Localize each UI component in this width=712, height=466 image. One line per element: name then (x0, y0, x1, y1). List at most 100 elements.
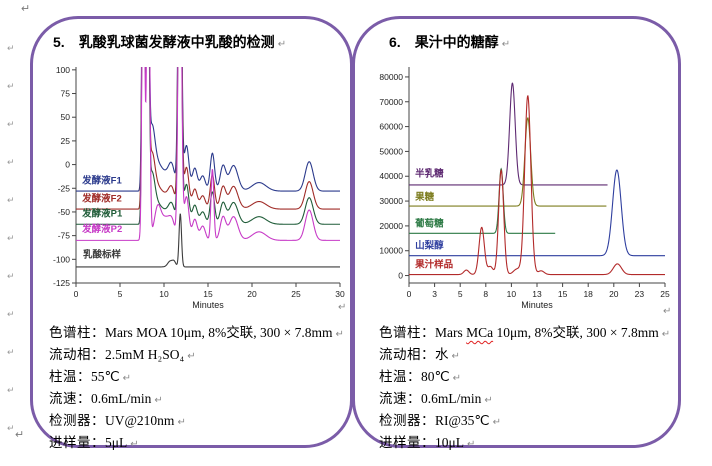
svg-text:25: 25 (660, 289, 670, 299)
svg-text:5: 5 (458, 289, 463, 299)
detail-value-prefix: Mars (435, 325, 467, 340)
return-mark: ↵ (492, 417, 501, 428)
svg-text:75: 75 (61, 89, 71, 99)
margin-mark: ↵ (7, 81, 15, 91)
svg-text:0: 0 (407, 289, 412, 299)
return-mark: ↵ (187, 351, 196, 362)
svg-text:60000: 60000 (379, 122, 403, 132)
margin-mark: ↵ (7, 347, 15, 357)
margin-mark: ↵ (7, 233, 15, 243)
svg-text:8: 8 (483, 289, 488, 299)
return-mark: ↵ (177, 417, 186, 428)
svg-text:40000: 40000 (379, 171, 403, 181)
detail-row: 流动相：水 ↵ (379, 344, 670, 366)
trace-label: 发酵液P2 (81, 223, 122, 235)
return-mark: ↵ (663, 306, 672, 317)
detail-label: 柱温： (49, 369, 91, 384)
detail-label: 流速： (379, 391, 421, 406)
svg-text:15: 15 (558, 289, 568, 299)
svg-text:80000: 80000 (379, 72, 403, 82)
detail-value: 0.6mL/min (91, 391, 152, 406)
return-mark: ↵ (451, 351, 460, 362)
margin-mark: ↵ (7, 385, 15, 395)
trace-label: 发酵液P1 (81, 208, 123, 220)
svg-text:13: 13 (532, 289, 542, 299)
detail-label: 色谱柱： (49, 325, 105, 340)
svg-text:18: 18 (583, 289, 593, 299)
svg-text:3: 3 (432, 289, 437, 299)
detail-label: 流动相： (49, 347, 105, 362)
trace-label: 果汁样品 (414, 259, 453, 271)
trace-葡萄糖 (409, 167, 556, 234)
section-number: 5. (53, 34, 65, 50)
margin-mark: ↵ (7, 119, 15, 129)
svg-text:15: 15 (203, 289, 213, 299)
detail-row: 柱温：55℃ ↵ (49, 366, 344, 388)
margin-mark: ↵ (7, 309, 15, 319)
detail-row: 色谱柱：Mars MOA 10μm, 8%交联, 300 × 7.8mm ↵ (49, 322, 344, 344)
detail-value: 0.6mL/min (421, 391, 482, 406)
svg-text:20: 20 (247, 289, 257, 299)
section-title-text: 果汁中的糖醇 (414, 34, 499, 50)
svg-text:20: 20 (609, 289, 619, 299)
detail-value: 水 (435, 347, 449, 362)
svg-text:-75: -75 (58, 231, 71, 241)
detail-row: 检测器：RI@35℃ ↵ (379, 410, 670, 432)
detail-label: 进样量： (49, 435, 105, 450)
svg-text:-125: -125 (53, 278, 70, 288)
detail-value: UV@210nm (105, 413, 175, 428)
trace-半乳糖 (409, 82, 608, 186)
detail-value: RI@35℃ (435, 413, 490, 428)
svg-text:5: 5 (118, 289, 123, 299)
svg-text:Minutes: Minutes (192, 300, 224, 310)
svg-text:30000: 30000 (379, 196, 403, 206)
svg-text:Minutes: Minutes (521, 300, 553, 310)
trace-果汁样品 (409, 95, 665, 276)
return-mark: ↵ (335, 329, 344, 340)
trace-发酵液P1 (76, 67, 340, 225)
detail-row: 检测器：UV@210nm ↵ (49, 410, 344, 432)
detail-row: 进样量：10μL ↵ (379, 432, 670, 454)
detail-row: 进样量：5μL ↵ (49, 432, 344, 454)
svg-text:100: 100 (56, 65, 70, 75)
detail-value: Mars MOA 10μm, 8%交联, 300 × 7.8mm (105, 325, 333, 340)
paragraph-return-mark: ↵ (15, 429, 25, 441)
detail-value: Mars MCa 10μm, 8%交联, 300 × 7.8mm (435, 325, 659, 340)
margin-mark: ↵ (7, 423, 15, 433)
panel-sugar-alcohols: 6. 果汁中的糖醇 ↵ 80000 70000 60000 50000 40000 30000… (352, 16, 681, 450)
trace-label: 乳酸标样 (83, 248, 122, 260)
detail-label: 进样量： (379, 435, 435, 450)
paragraph-return-mark: ↵ (21, 3, 31, 15)
svg-text:0: 0 (65, 160, 70, 170)
chromatogram-left: 100 75 50 25 0 -25 -50 -75 -100 -125 0 5 10 15 20 25 30 M… (53, 65, 345, 310)
svg-text:0: 0 (398, 271, 403, 281)
svg-text:10000: 10000 (379, 246, 403, 256)
detail-row: 色谱柱：Mars MCa 10μm, 8%交联, 300 × 7.8mm ↵ (379, 322, 670, 344)
detail-row: 流动相：2.5mM H₂SO₄ ↵ (49, 344, 344, 366)
section-title: 5. 乳酸乳球菌发酵液中乳酸的检测 ↵ (53, 32, 286, 52)
detail-value: 55℃ (91, 369, 120, 384)
return-mark: ↵ (661, 329, 671, 340)
return-mark: ↵ (452, 373, 462, 384)
margin-mark: ↵ (7, 157, 15, 167)
detail-value: 10μL (435, 435, 464, 450)
svg-text:30: 30 (335, 289, 345, 299)
trace-乳酸标样 (76, 213, 340, 268)
detail-label: 流速： (49, 391, 91, 406)
section-title-text: 乳酸乳球菌发酵液中乳酸的检测 (78, 34, 275, 50)
svg-text:50000: 50000 (379, 146, 403, 156)
trace-发酵液F2 (76, 67, 340, 210)
svg-text:-50: -50 (58, 207, 71, 217)
trace-label: 山梨醇 (415, 240, 444, 252)
svg-text:70000: 70000 (379, 97, 403, 107)
return-mark: ↵ (277, 39, 287, 50)
detail-value: 5μL (105, 435, 128, 450)
section-title: 6. 果汁中的糖醇 ↵ (389, 32, 510, 52)
detail-label: 色谱柱： (379, 325, 435, 340)
svg-text:23: 23 (635, 289, 645, 299)
svg-text:50: 50 (61, 112, 71, 122)
return-mark: ↵ (130, 439, 139, 450)
detail-value-suffix: 10μm, 8%交联, 300 × 7.8mm (493, 325, 659, 340)
trace-果糖 (409, 117, 607, 207)
